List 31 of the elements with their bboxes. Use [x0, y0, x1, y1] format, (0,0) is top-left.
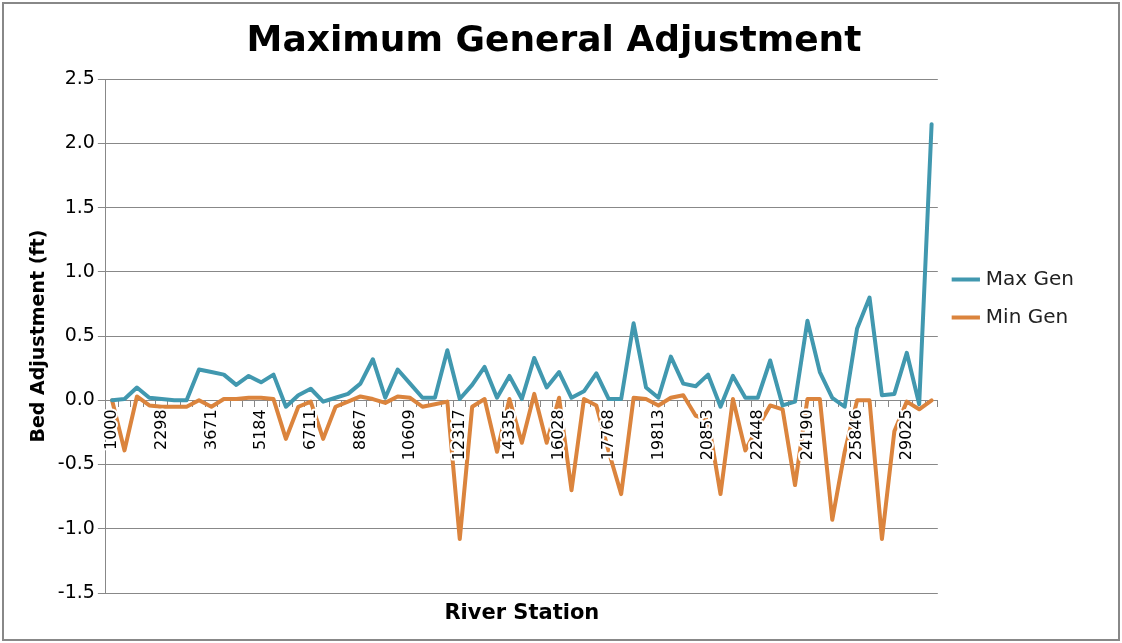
- x-tick-label: 2298: [150, 409, 170, 451]
- x-tick-label: 20853: [697, 409, 717, 461]
- legend-label: Max Gen: [985, 265, 1074, 290]
- x-tick-label: 14335: [498, 409, 518, 461]
- x-tick-label: 5184: [250, 409, 270, 451]
- x-tick-label: 25846: [846, 409, 866, 461]
- chart-title: Maximum General Adjustment: [246, 17, 862, 59]
- x-tick-label: 19813: [647, 409, 667, 461]
- x-tick-label: 3671: [200, 409, 220, 451]
- y-axis-title: Bed Adjustment (ft): [26, 229, 49, 443]
- x-tick-label: 16028: [548, 409, 568, 461]
- legend-label: Min Gen: [985, 303, 1069, 328]
- x-tick-label: 12317: [448, 409, 468, 461]
- x-tick-label: 29025: [895, 409, 915, 461]
- y-tick-label: 2.0: [64, 130, 95, 153]
- y-tick-label: -0.5: [57, 451, 95, 474]
- y-tick-label: 1.5: [64, 194, 95, 217]
- y-tick-label: 0.5: [64, 323, 95, 346]
- y-tick-label: -1.0: [57, 515, 95, 538]
- y-tick-label: 0.0: [64, 387, 95, 410]
- x-axis-title: River Station: [444, 599, 600, 624]
- x-tick-label: 24190: [796, 409, 816, 461]
- x-tick-label: 6711: [299, 409, 319, 451]
- y-tick-label: -1.5: [57, 579, 95, 602]
- x-tick-label: 8867: [349, 409, 369, 451]
- y-tick-label: 2.5: [64, 66, 95, 89]
- x-tick-label: 17768: [597, 409, 617, 461]
- x-tick-label: 10609: [399, 409, 419, 461]
- x-tick-label: 22448: [746, 409, 766, 461]
- x-tick-label: 1000: [101, 409, 121, 451]
- y-tick-label: 1.0: [64, 258, 95, 281]
